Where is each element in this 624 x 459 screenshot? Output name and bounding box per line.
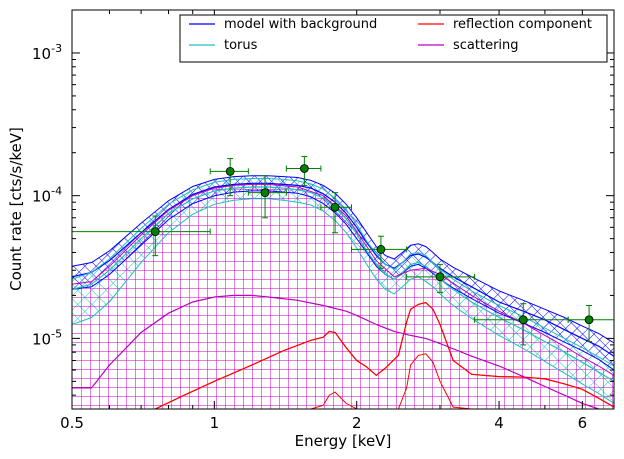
x-axis-label: Energy [keV] [295, 432, 392, 450]
data-marker [518, 315, 528, 325]
scattering-band [72, 184, 614, 409]
data-marker [150, 227, 160, 237]
y-tick-label-1: 10-5 [32, 327, 62, 348]
torus-lower-line [72, 198, 614, 404]
x-tick-label-1: 0.5 [60, 414, 84, 432]
data-point-9 [567, 304, 614, 343]
y-axis-label: Count rate [cts/s/keV] [7, 127, 25, 291]
data-marker [435, 272, 445, 282]
legend-box [179, 14, 608, 63]
data-point-5 [320, 192, 353, 234]
data-points [72, 156, 614, 346]
legend-label: torus [224, 38, 258, 53]
data-point-7 [406, 263, 476, 293]
data-marker [299, 164, 309, 173]
data-point-1 [72, 215, 211, 257]
legend-entry-model-with-background: model with background [189, 17, 377, 32]
legend: model with background torus reflection com… [179, 14, 608, 63]
x-tick-label-2: 1 [210, 414, 220, 432]
scattering-line [72, 294, 601, 409]
model-with-background-upper-line [72, 175, 614, 344]
x-tick-label-4: 4 [494, 414, 504, 432]
x-tick-label-5: 6 [578, 414, 588, 432]
x-tick-label-3: 2 [352, 414, 362, 432]
data-marker [225, 166, 235, 176]
axes: 10-5 10-4 10-3 0.5 1 2 4 6 [32, 9, 615, 432]
legend-label: scattering [453, 38, 519, 53]
data-marker [330, 202, 340, 212]
scattering-upper-line [72, 183, 614, 376]
data-point-2 [209, 158, 249, 197]
legend-label: reflection component [453, 17, 592, 32]
data-point-6 [351, 235, 408, 269]
legend-entry-torus: torus [189, 38, 258, 53]
reflection-component-line [155, 301, 614, 409]
data-marker [584, 315, 594, 325]
data-point-3 [247, 175, 287, 219]
data-marker [260, 188, 270, 198]
legend-entry-reflection-component: reflection component [418, 17, 592, 32]
torus-upper-line [72, 178, 614, 367]
y-tick-label-2: 10-4 [32, 185, 62, 206]
model-with-background-lower-line [72, 190, 614, 371]
y-tick-label-3: 10-3 [32, 42, 62, 63]
data-marker [376, 245, 386, 254]
legend-entry-scattering: scattering [418, 38, 519, 53]
reflection-component-lower-line [155, 353, 614, 409]
model-curves [72, 175, 614, 409]
data-point-4 [285, 156, 322, 186]
legend-label: model with background [224, 17, 377, 32]
